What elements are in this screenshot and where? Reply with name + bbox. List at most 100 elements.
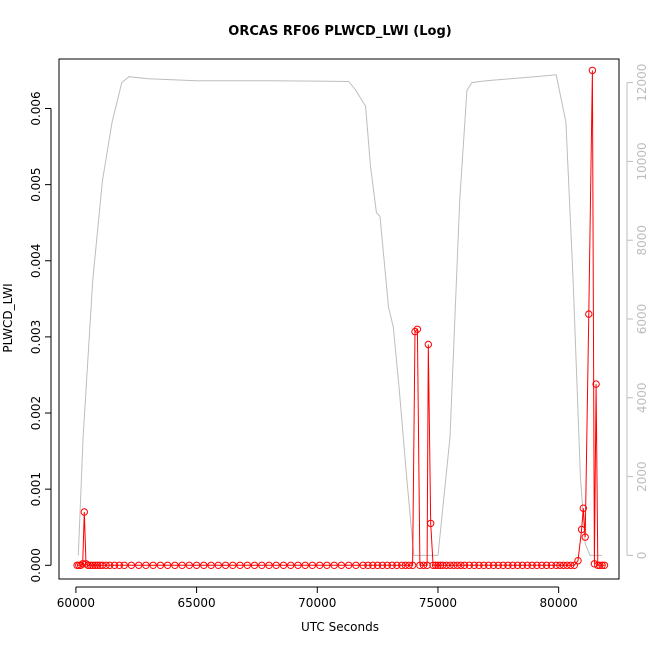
- altitude-series-line: [77, 74, 603, 556]
- chart-title: ORCAS RF06 PLWCD_LWI (Log): [228, 24, 451, 39]
- plwcd-point-94: [533, 561, 541, 569]
- plwcd-point-13: [102, 561, 110, 569]
- plwcd-point-23: [163, 561, 172, 569]
- y-tick-label-5: 0.005: [29, 167, 43, 201]
- plwcd-point-59: [401, 561, 410, 569]
- y2-tick-label-1: 2000: [635, 461, 649, 492]
- plwcd-point-61: [408, 561, 417, 569]
- plwcd-point-69: [429, 561, 437, 569]
- y-tick-label-2: 0.002: [29, 396, 43, 430]
- plwcd-point-65: [419, 561, 428, 569]
- plwcd-point-56: [388, 561, 396, 569]
- x-tick-label-0: 60000: [57, 596, 95, 610]
- plwcd-point-78: [457, 561, 465, 569]
- plwcd-point-79: [460, 561, 469, 569]
- plwcd-point-64: [416, 561, 424, 569]
- plwcd-point-71: [434, 561, 442, 569]
- plwcd-point-87: [499, 561, 507, 569]
- plwcd-point-67: [424, 340, 432, 349]
- plwcd-point-37: [265, 561, 273, 569]
- plwcd-point-45: [323, 561, 331, 569]
- plwcd-point-19: [135, 561, 143, 569]
- plwcd-point-57: [393, 561, 401, 569]
- plwcd-point-55: [383, 561, 391, 569]
- plwcd-point-15: [110, 561, 119, 569]
- plwcd-point-40: [287, 561, 295, 569]
- plwcd-point-109: [588, 66, 597, 75]
- plwcd-point-42: [301, 561, 309, 569]
- y2-tick-label-4: 8000: [635, 225, 649, 256]
- plwcd-point-7: [86, 561, 95, 569]
- axes-layer: 60000 65000 70000 75000 800000.0000.0010.002…: [29, 64, 649, 610]
- plwcd-point-93: [528, 561, 536, 569]
- plwcd-point-102: [567, 561, 575, 569]
- x-tick-label-2: 70000: [298, 596, 336, 610]
- plwcd-point-115: [600, 561, 609, 569]
- plwcd-point-16: [115, 561, 124, 569]
- plwcd-point-43: [308, 561, 317, 569]
- plwcd-point-46: [330, 561, 338, 569]
- plwcd-point-82: [475, 561, 483, 569]
- plwcd-point-4: [80, 508, 89, 516]
- plwcd-point-14: [106, 561, 114, 569]
- plwcd-point-20: [142, 561, 150, 569]
- plwcd-point-114: [598, 561, 606, 569]
- plwcd-point-108: [585, 310, 593, 318]
- plwcd-point-58: [398, 561, 406, 569]
- plwcd-point-70: [431, 561, 440, 569]
- plwcd-point-31: [221, 561, 230, 569]
- plwcd-point-68: [427, 519, 435, 528]
- plwcd-point-103: [570, 561, 578, 569]
- plwcd-point-96: [542, 561, 551, 569]
- plwcd-point-81: [470, 561, 478, 569]
- plwcd-point-12: [98, 561, 107, 569]
- plwcd-point-5: [82, 560, 90, 568]
- plwcd-point-28: [200, 561, 208, 569]
- y-axis-label: PLWCD_LWI: [1, 283, 15, 352]
- plwcd-point-98: [552, 561, 560, 569]
- plwcd-point-8: [89, 561, 97, 569]
- plwcd-point-101: [563, 561, 571, 569]
- x-tick-label-1: 65000: [177, 596, 215, 610]
- plwcd-point-27: [192, 561, 201, 569]
- plwcd-point-26: [185, 561, 194, 569]
- x-tick-label-3: 75000: [419, 596, 457, 610]
- plwcd-point-63: [413, 325, 422, 333]
- plwcd-point-47: [337, 561, 346, 569]
- plwcd-point-113: [596, 561, 604, 569]
- plwcd-point-10: [93, 561, 102, 569]
- y2-tick-label-0: 0: [635, 552, 649, 560]
- plwcd-point-32: [229, 561, 237, 569]
- plwcd-point-39: [279, 561, 288, 569]
- plwcd-point-77: [453, 561, 461, 569]
- y2-tick-label-3: 6000: [635, 304, 649, 335]
- plwcd-point-24: [171, 561, 179, 569]
- plwcd-point-83: [480, 561, 488, 569]
- plwcd-point-92: [523, 561, 531, 569]
- plwcd-point-6: [84, 561, 92, 569]
- plwcd-point-76: [450, 561, 458, 569]
- plwcd-point-34: [243, 561, 252, 569]
- plwcd-point-18: [127, 561, 136, 569]
- plwcd-point-80: [465, 561, 473, 569]
- plwcd-point-3: [79, 560, 87, 568]
- plwcd-point-51: [364, 561, 372, 569]
- plwcd-point-110: [590, 560, 599, 568]
- plwcd-point-36: [258, 561, 266, 569]
- plwcd-series-line: [77, 70, 605, 566]
- y-tick-label-0: 0.000: [29, 548, 43, 582]
- y-tick-label-3: 0.003: [29, 320, 43, 354]
- plwcd-point-21: [149, 561, 157, 569]
- plwcd-point-74: [442, 561, 451, 569]
- plwcd-point-25: [178, 561, 186, 569]
- x-tick-label-4: 80000: [540, 596, 578, 610]
- plwcd-point-107: [581, 533, 589, 541]
- y2-tick-label-5: 10000: [635, 142, 649, 180]
- plwcd-point-106: [579, 504, 587, 512]
- plwcd-point-104: [574, 557, 582, 565]
- y2-tick-label-2: 4000: [635, 383, 649, 414]
- plwcd-point-22: [156, 561, 165, 569]
- x-axis-label: UTC Seconds: [301, 620, 379, 634]
- plwcd-point-100: [559, 561, 568, 569]
